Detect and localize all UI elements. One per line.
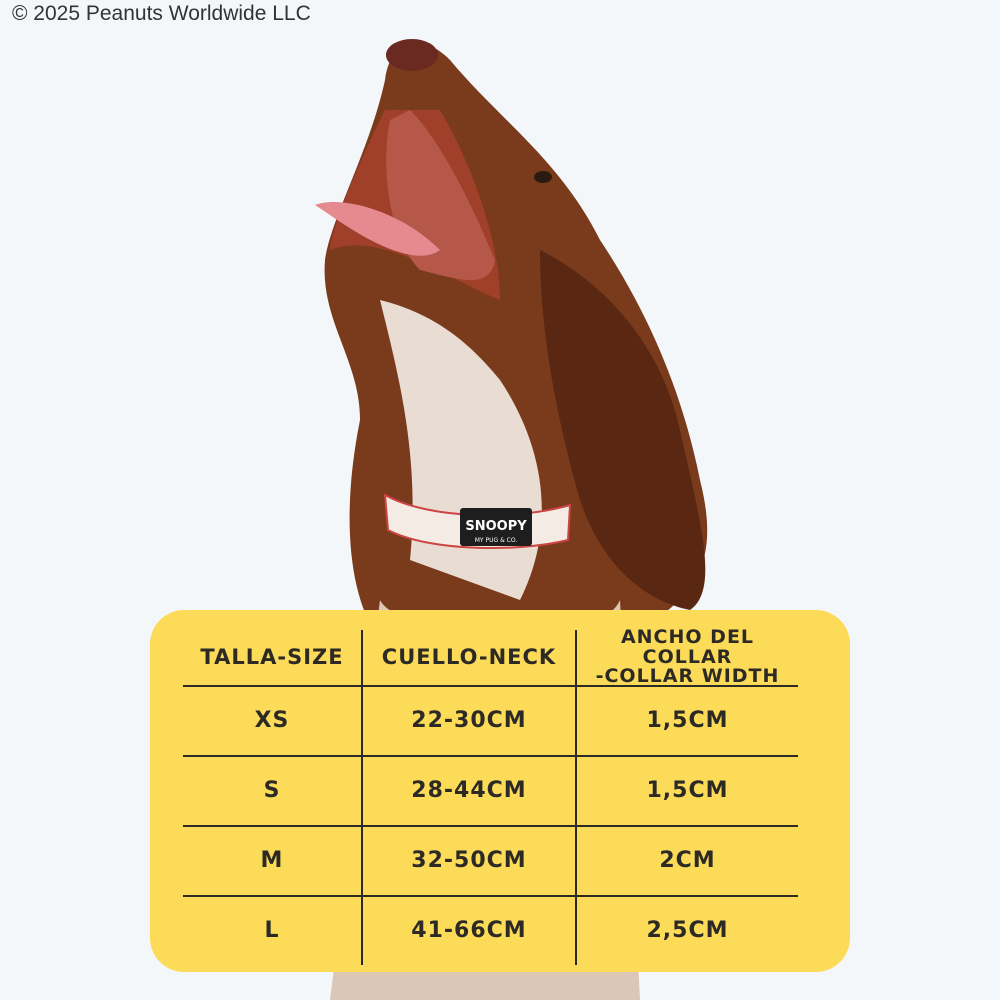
header-collar-width-en: -COLLAR WIDTH: [595, 665, 780, 688]
width-cell: 1,5CM: [646, 708, 729, 734]
collar-sub-logo: MY PUG & CO.: [475, 537, 518, 544]
size-chart-card: TALLA-SIZE CUELLO-NECK ANCHO DEL COLLAR …: [150, 610, 850, 972]
neck-cell: 22-30CM: [363, 687, 577, 755]
header-collar-width-es: ANCHO DEL COLLAR: [620, 625, 755, 668]
header-neck: CUELLO-NECK: [363, 630, 577, 685]
size-cell: M: [183, 827, 363, 895]
collar-brand-logo: SNOOPY: [465, 519, 527, 534]
copyright-notice: © 2025 Peanuts Worldwide LLC: [12, 2, 311, 25]
size-cell: L: [183, 897, 363, 965]
width-cell: 1,5CM: [646, 778, 729, 804]
neck-cell: 41-66CM: [363, 897, 577, 965]
table-row: M 32-50CM 2CM: [183, 827, 798, 897]
width-cell: 2,5CM: [646, 918, 729, 944]
width-cell: 2CM: [659, 848, 716, 874]
header-size: TALLA-SIZE: [183, 630, 363, 685]
size-table: TALLA-SIZE CUELLO-NECK ANCHO DEL COLLAR …: [183, 625, 798, 965]
neck-cell: 32-50CM: [363, 827, 577, 895]
table-row: S 28-44CM 1,5CM: [183, 757, 798, 827]
header-collar-width: ANCHO DEL COLLAR -COLLAR WIDTH: [577, 625, 798, 688]
size-cell: XS: [183, 687, 363, 755]
table-row: XS 22-30CM 1,5CM: [183, 687, 798, 757]
size-cell: S: [183, 757, 363, 825]
table-row: L 41-66CM 2,5CM: [183, 897, 798, 965]
table-header-row: TALLA-SIZE CUELLO-NECK ANCHO DEL COLLAR …: [183, 625, 798, 688]
neck-cell: 28-44CM: [363, 757, 577, 825]
